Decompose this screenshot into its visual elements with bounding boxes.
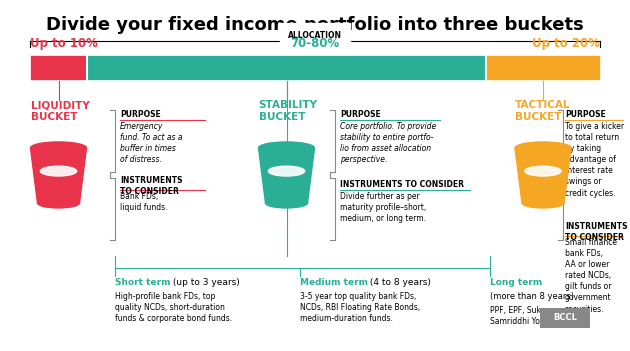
Ellipse shape	[515, 142, 571, 154]
Bar	[87, 55, 486, 80]
Text: High-profile bank FDs, top
quality NCDs, short-duration
funds & corporate bond f: High-profile bank FDs, top quality NCDs,…	[115, 292, 232, 323]
Bar	[540, 308, 590, 328]
Text: Emergency
fund. To act as a
buffer in times
of distress.: Emergency fund. To act as a buffer in ti…	[120, 122, 183, 164]
Text: INSTRUMENTS TO CONSIDER: INSTRUMENTS TO CONSIDER	[340, 180, 464, 189]
Ellipse shape	[30, 142, 86, 154]
Text: Up to 20%: Up to 20%	[532, 37, 600, 50]
Text: Long term: Long term	[490, 278, 542, 287]
Text: Small finance
bank FDs,
AA or lower
rated NCDs,
gilt funds or
government
securit: Small finance bank FDs, AA or lower rate…	[565, 238, 617, 313]
Text: Divide further as per
maturity profile–short,
medium, or long term.: Divide further as per maturity profile–s…	[340, 192, 427, 223]
Text: ALLOCATION: ALLOCATION	[288, 31, 342, 40]
Ellipse shape	[522, 198, 564, 208]
Ellipse shape	[268, 166, 305, 176]
Text: Up to 10%: Up to 10%	[30, 37, 98, 50]
Text: PURPOSE: PURPOSE	[340, 110, 381, 119]
Text: PURPOSE: PURPOSE	[120, 110, 161, 119]
Text: BCCL: BCCL	[553, 313, 577, 323]
Text: TACTICAL
BUCKET: TACTICAL BUCKET	[515, 100, 571, 122]
Polygon shape	[515, 148, 571, 203]
Text: INSTRUMENTS
TO CONSIDER: INSTRUMENTS TO CONSIDER	[120, 176, 183, 196]
Text: (4 to 8 years): (4 to 8 years)	[367, 278, 431, 287]
Text: LIQUIDITY
BUCKET: LIQUIDITY BUCKET	[30, 100, 89, 122]
Text: PURPOSE: PURPOSE	[565, 110, 606, 119]
Text: (more than 8 years): (more than 8 years)	[490, 292, 574, 301]
Text: Short term: Short term	[115, 278, 171, 287]
Text: To give a kicker
to total return
by taking
advantage of
interest rate
swings or
: To give a kicker to total return by taki…	[565, 122, 624, 198]
Text: STABILITY
BUCKET: STABILITY BUCKET	[258, 100, 318, 122]
Ellipse shape	[40, 166, 77, 176]
Text: (up to 3 years): (up to 3 years)	[170, 278, 240, 287]
Text: PPF, EPF, Sukanya
Samriddhi Yojana.: PPF, EPF, Sukanya Samriddhi Yojana.	[490, 306, 559, 326]
Text: Core portfolio. To provide
stability to entire portfo-
lio from asset allocation: Core portfolio. To provide stability to …	[340, 122, 436, 164]
Ellipse shape	[265, 198, 307, 208]
Ellipse shape	[258, 142, 314, 154]
Text: 3-5 year top quality bank FDs,
NCDs, RBI Floating Rate Bonds,
medium-duration fu: 3-5 year top quality bank FDs, NCDs, RBI…	[300, 292, 420, 323]
Text: INSTRUMENTS
TO CONSIDER: INSTRUMENTS TO CONSIDER	[565, 222, 627, 242]
Ellipse shape	[525, 166, 561, 176]
Text: 70-80%: 70-80%	[290, 37, 340, 50]
Polygon shape	[30, 148, 86, 203]
Text: Medium term: Medium term	[300, 278, 368, 287]
Bar	[30, 55, 87, 80]
Text: Divide your fixed income portfolio into three buckets: Divide your fixed income portfolio into …	[46, 16, 584, 34]
Bar	[486, 55, 600, 80]
Polygon shape	[258, 148, 314, 203]
Text: Bank FDs,
liquid funds.: Bank FDs, liquid funds.	[120, 192, 168, 212]
Ellipse shape	[38, 198, 79, 208]
